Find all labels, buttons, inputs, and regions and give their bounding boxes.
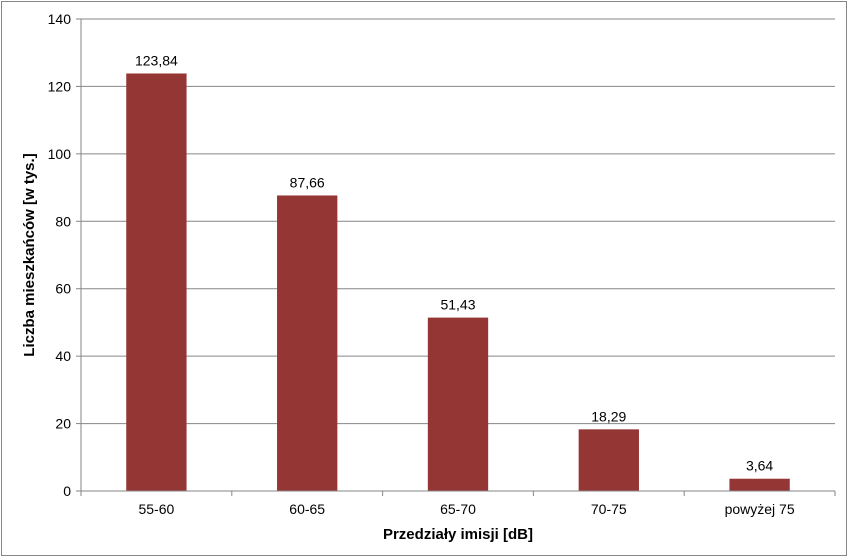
- y-axis-ticks: 0 20 40 60 80 100 120 140: [48, 11, 81, 499]
- x-tick-label: 55-60: [138, 501, 174, 517]
- x-tick-label: 70-75: [591, 501, 627, 517]
- bar-data-label: 123,84: [135, 52, 178, 68]
- bar-data-label: 3,64: [746, 458, 773, 474]
- bar-data-label: 87,66: [290, 174, 325, 190]
- bar: [427, 317, 489, 491]
- y-axis-title: Liczba mieszkańców [w tys.]: [21, 153, 38, 356]
- bar: [729, 478, 790, 491]
- x-tick-label: 65-70: [440, 501, 476, 517]
- y-tick-label: 60: [55, 281, 71, 297]
- y-tick-label: 40: [55, 348, 71, 364]
- y-tick-label: 140: [48, 11, 72, 27]
- bar-data-label: 51,43: [440, 297, 475, 313]
- gridlines: [81, 18, 835, 425]
- x-axis-title: Przedziały imisji [dB]: [383, 526, 533, 543]
- y-tick-label: 100: [48, 146, 72, 162]
- bars: [126, 73, 790, 491]
- y-tick-label: 0: [63, 483, 71, 499]
- bar: [277, 195, 338, 491]
- bar: [578, 429, 639, 491]
- y-tick-label: 80: [55, 213, 71, 229]
- x-axis-ticks: 55-60 60-65 65-70 70-75 powyżej 75: [80, 491, 836, 517]
- x-tick-label: 60-65: [289, 501, 325, 517]
- y-tick-label: 120: [48, 78, 72, 94]
- bar-data-label: 18,29: [591, 408, 626, 424]
- bar-data-labels: 123,84 87,66 51,43 18,29 3,64: [135, 52, 773, 473]
- y-tick-label: 20: [55, 416, 71, 432]
- x-tick-label: powyżej 75: [725, 501, 795, 517]
- bar: [126, 73, 187, 491]
